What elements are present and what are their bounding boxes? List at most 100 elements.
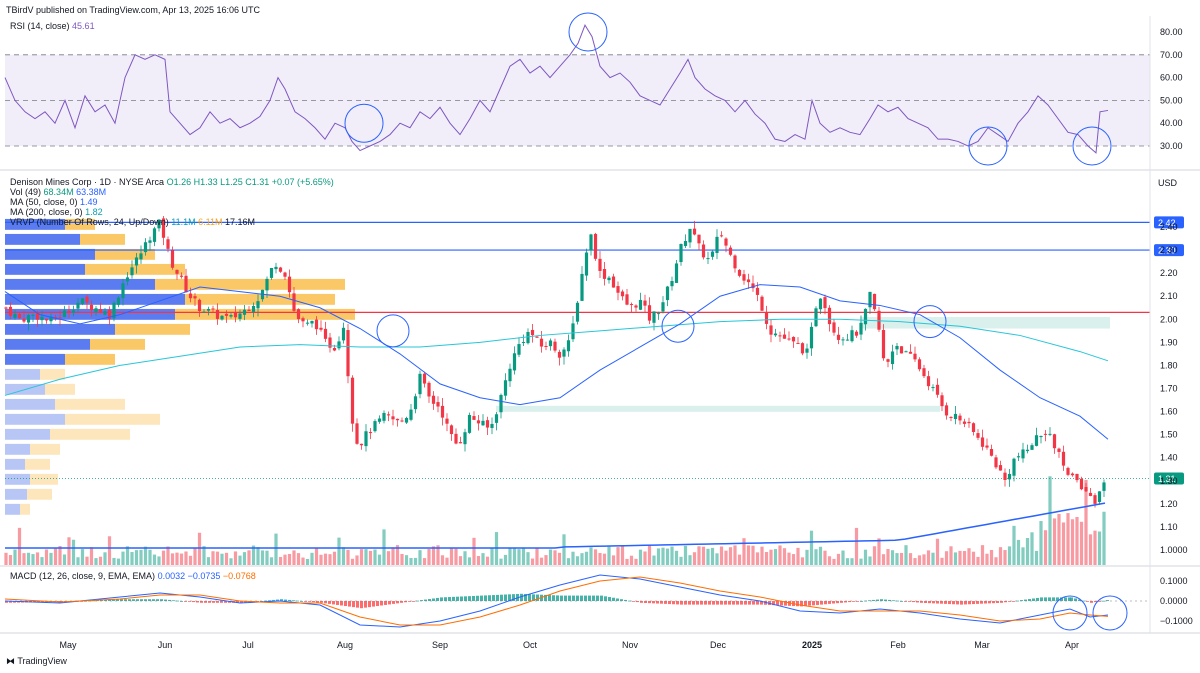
price-pane xyxy=(4,215,1150,565)
candle-body xyxy=(296,309,301,320)
candle-body xyxy=(310,320,314,324)
vrvp-label: VRVP (Number Of Rows, 24, Up/Down) xyxy=(10,217,169,227)
candle-body xyxy=(827,307,832,325)
candle-body xyxy=(895,345,899,350)
macd-histogram-bar xyxy=(692,601,695,605)
candle-body xyxy=(1012,458,1016,476)
volume-bar xyxy=(589,547,593,565)
candle-body xyxy=(476,420,481,424)
macd-histogram-bar xyxy=(472,595,475,601)
macd-histogram-bar xyxy=(560,595,563,601)
macd-histogram-bar xyxy=(1094,601,1097,603)
candle-body xyxy=(841,339,845,341)
rsi-value: 45.61 xyxy=(72,21,95,31)
volume-bar xyxy=(152,554,157,565)
volume-bar xyxy=(530,558,535,565)
tradingview-logo[interactable]: ⧓ TradingView xyxy=(6,656,67,667)
volume-bar xyxy=(269,557,274,565)
ma200-legend[interactable]: MA (200, close, 0) 1.82 xyxy=(10,207,103,217)
highlight-circle xyxy=(1072,126,1112,166)
volume-bar xyxy=(94,558,98,565)
macd-histogram-bar xyxy=(728,601,731,605)
vol-value-2: 63.38M xyxy=(76,187,107,197)
price-tick-label: 1.30 xyxy=(1160,476,1178,486)
volume-bar xyxy=(769,549,773,565)
volume-bar xyxy=(904,545,908,565)
volume-bar xyxy=(827,556,832,565)
macd-histogram-bar xyxy=(124,599,127,601)
candle-body xyxy=(377,418,382,422)
macd-histogram-bar xyxy=(872,599,875,601)
rsi-pane xyxy=(4,12,1150,166)
macd-histogram-bar xyxy=(952,601,955,605)
rsi-legend[interactable]: RSI (14, close) 45.61 xyxy=(10,21,95,31)
macd-histogram-bar xyxy=(208,601,211,603)
volume-bar xyxy=(364,549,368,565)
vrvp-down-bar xyxy=(65,218,95,230)
volume-bar xyxy=(638,549,643,565)
highlight-circle xyxy=(568,12,608,52)
macd-histogram-bar xyxy=(1082,600,1085,602)
volume-bar xyxy=(647,545,652,565)
volume-bar xyxy=(436,545,440,565)
vrvp-legend[interactable]: VRVP (Number Of Rows, 24, Up/Down) 11.1M… xyxy=(10,217,255,227)
macd-signal-line xyxy=(4,576,1109,626)
macd-histogram-bar xyxy=(1032,598,1035,601)
macd-histogram-bar xyxy=(224,601,227,603)
volume-bar xyxy=(1097,531,1102,565)
vrvp-up-bar xyxy=(5,443,30,455)
volume-bar xyxy=(458,556,463,565)
currency-label[interactable]: USD xyxy=(1158,178,1178,188)
macd-legend[interactable]: MACD (12, 26, close, 9, EMA, EMA) 0.0032… xyxy=(10,571,256,581)
highlight-circle xyxy=(661,309,695,343)
ohlc-open: O1.26 xyxy=(166,177,192,187)
macd-histogram-bar xyxy=(588,595,591,601)
candle-body xyxy=(350,377,355,424)
brand-mark-icon: ⧓ xyxy=(6,656,18,666)
volume-bar xyxy=(512,547,517,565)
volume-bar xyxy=(971,551,976,565)
macd-histogram-bar xyxy=(928,601,931,604)
volume-bar xyxy=(130,552,134,565)
price-tick-label: 1.20 xyxy=(1160,499,1178,509)
candle-body xyxy=(251,306,256,312)
volume-bar xyxy=(989,549,994,565)
volume-bar xyxy=(386,551,391,565)
candle-body xyxy=(116,297,121,305)
volume-bar xyxy=(1093,530,1097,565)
macd-histogram-bar xyxy=(644,601,647,603)
macd-histogram-bar xyxy=(408,601,411,602)
macd-histogram-bar xyxy=(456,596,459,601)
candle-body xyxy=(634,305,638,308)
ma50-legend[interactable]: MA (50, close, 0) 1.49 xyxy=(10,197,98,207)
candle-body xyxy=(152,228,157,242)
vrvp-up-bar xyxy=(5,248,95,260)
macd-histogram-bar xyxy=(136,599,139,601)
macd-histogram-bar xyxy=(96,600,99,602)
macd-histogram-bar xyxy=(344,601,347,607)
symbol-legend[interactable]: Denison Mines Corp · 1D · NYSE Arca O1.2… xyxy=(10,177,334,187)
candle-body xyxy=(467,415,472,433)
macd-histogram-bar xyxy=(632,601,635,602)
candle-body xyxy=(652,311,656,323)
vrvp-down-bar xyxy=(45,383,75,395)
macd-histogram-bar xyxy=(1036,597,1039,601)
macd-histogram-bar xyxy=(1008,601,1011,602)
x-axis-label: Sep xyxy=(432,640,448,650)
macd-histogram-bar xyxy=(400,601,403,603)
volume-bar xyxy=(490,547,494,565)
macd-histogram-bar xyxy=(180,601,183,602)
volume-bar xyxy=(467,557,472,565)
macd-histogram-bar xyxy=(964,601,967,605)
volume-bar xyxy=(305,558,310,565)
volume-bar xyxy=(926,550,931,565)
candle-body xyxy=(787,338,791,340)
candle-body xyxy=(292,293,296,311)
candle-body xyxy=(382,412,386,421)
vol-legend[interactable]: Vol (49) 68.34M 63.38M xyxy=(10,187,106,197)
volume-bar xyxy=(553,550,557,565)
candle-body xyxy=(548,340,553,347)
macd-tick-label: −0.1000 xyxy=(1160,616,1193,626)
volume-bar xyxy=(116,558,121,565)
candle-body xyxy=(980,437,985,447)
